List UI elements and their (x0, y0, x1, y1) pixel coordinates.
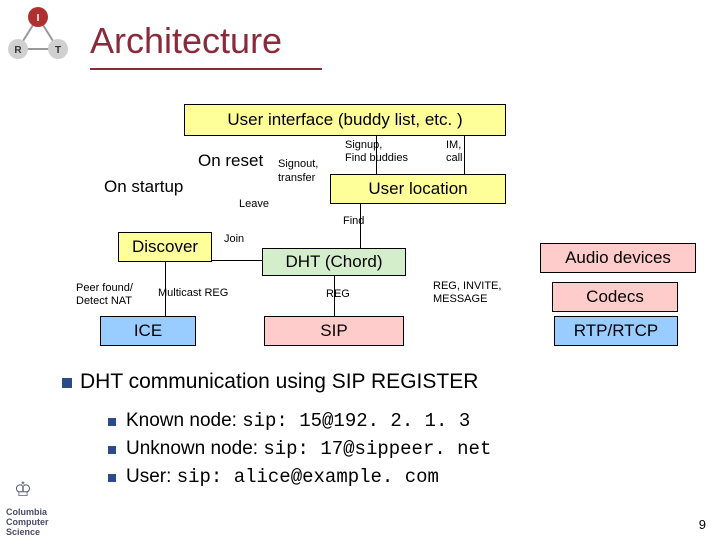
join-label: Join (224, 233, 244, 245)
transfer-label: transfer (278, 172, 315, 184)
connector (360, 204, 361, 248)
connector (376, 136, 377, 174)
page-title: Architecture (90, 20, 282, 62)
user-interface-box: User interface (buddy list, etc. ) (184, 104, 506, 136)
irt-logo: I R T (8, 5, 68, 65)
reg-invite-label: REG, INVITE, MESSAGE (433, 280, 501, 305)
bullet-sub-3: User: sip: alice@example. com (126, 466, 439, 488)
footer-line3: Science (6, 528, 49, 538)
user-location-box: User location (330, 174, 506, 204)
peer-found-label: Peer found/ Detect NAT (76, 282, 133, 307)
rtp-rtcp-box: RTP/RTCP (554, 316, 678, 346)
reg-label: REG (326, 288, 350, 300)
bullet-sub-1: Known node: sip: 15@192. 2. 1. 3 (126, 410, 470, 432)
bullet-sub3-code: sip: alice@example. com (177, 466, 439, 488)
find-label: Find (343, 215, 364, 227)
svg-text:T: T (55, 45, 61, 56)
bullet-sub1-text: Known node: (126, 410, 242, 431)
bullet-sub1-code: sip: 15@192. 2. 1. 3 (242, 410, 470, 432)
discover-box: Discover (118, 232, 212, 262)
leave-label: Leave (239, 198, 269, 210)
connector (464, 136, 465, 174)
bullet-sub2-text: Unknown node: (126, 438, 263, 459)
bullet-square-icon (62, 378, 72, 388)
on-reset-label: On reset (198, 151, 263, 171)
ice-box: ICE (100, 316, 196, 346)
dht-chord-box: DHT (Chord) (262, 248, 406, 276)
bullet-main: DHT communication using SIP REGISTER (80, 370, 478, 394)
sip-box: SIP (264, 316, 404, 346)
bullet-square-icon (108, 474, 116, 482)
page-number: 9 (699, 517, 706, 532)
on-startup-label: On startup (104, 177, 183, 197)
bullet-square-icon (108, 446, 116, 454)
codecs-box: Codecs (552, 282, 678, 312)
crown-icon: ♔ (14, 477, 32, 502)
multicast-reg-label: Multicast REG (158, 287, 228, 299)
im-call-label: IM, call (446, 139, 463, 165)
bullet-sub-2: Unknown node: sip: 17@sippeer. net (126, 438, 491, 460)
svg-text:I: I (37, 13, 40, 24)
signout-label: Signout, (278, 158, 318, 170)
bullet-sub3-text: User: (126, 466, 177, 487)
connector (165, 262, 166, 316)
audio-devices-box: Audio devices (540, 243, 696, 273)
connector (212, 260, 262, 261)
svg-text:R: R (14, 45, 22, 56)
bullet-square-icon (108, 418, 116, 426)
bullet-sub2-code: sip: 17@sippeer. net (263, 438, 491, 460)
title-underline (90, 68, 322, 70)
footer-branding: Columbia Computer Science (6, 508, 49, 538)
connector (334, 276, 335, 316)
